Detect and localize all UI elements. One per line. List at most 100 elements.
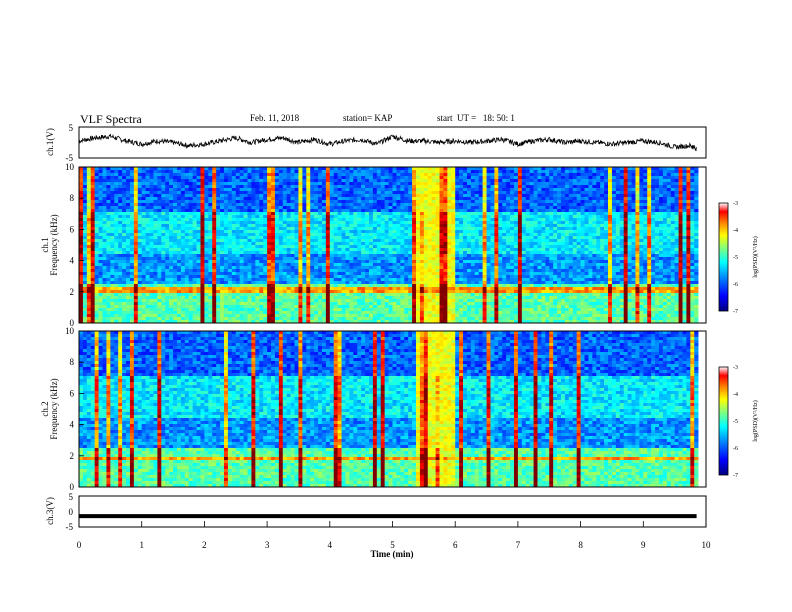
spectrogram-cell [639,179,644,183]
spectrogram-cell [584,191,589,195]
spectrogram-cell [173,257,178,261]
spectrogram-cell [169,257,174,261]
spectrogram-cell [212,239,217,243]
spectrogram-cell [447,236,452,240]
spectrogram-cell [361,221,366,225]
spectrogram-cell [286,167,291,171]
spectrogram-cell [463,221,468,225]
spectrogram-cell [192,227,197,231]
spectrogram-cell [82,200,88,204]
spectrogram-cell [400,209,405,213]
spectrogram-cell [384,203,389,207]
spectrogram-cell [290,200,295,204]
spectrogram-cell [149,206,154,210]
spectrogram-cell [435,242,440,246]
spectrogram-cell [278,251,284,255]
spectrogram-cell [549,179,554,183]
spectrogram-cell [416,227,421,231]
spectrogram-cell [604,233,609,237]
spectrogram-cell [619,179,625,183]
spectrogram-cell [537,176,542,180]
spectrogram-cell [643,215,648,219]
spectrogram-cell [376,194,382,198]
spectrogram-cell [353,173,358,177]
spectrogram-cell [361,191,366,195]
spectrogram-cell [294,224,299,228]
spectrogram-cell [533,170,538,174]
spectrogram-cell [267,218,272,222]
spectrogram-cell [337,173,342,177]
spectrogram-cell [200,239,205,243]
spectrogram-cell [192,209,197,213]
spectrogram-cell [329,209,335,213]
spectrogram-cell [180,206,186,210]
spectrogram-cell [212,188,217,192]
spectrogram-cell [79,248,84,252]
spectrogram-cell [294,176,299,180]
spectrogram-cell [243,188,248,192]
spectrogram-cell [255,215,260,219]
spectrogram-cell [553,179,558,183]
spectrogram-cell [435,215,440,219]
spectrogram-cell [314,194,319,198]
spectrogram-cell [263,197,268,201]
spectrogram-cell [502,176,507,180]
spectrogram-cell [419,203,425,207]
spectrogram-cell [145,200,150,204]
spectrogram-cell [600,248,605,252]
spectrogram-cell [302,173,307,177]
spectrogram-cell [525,170,530,174]
spectrogram-cell [541,170,546,174]
spectrogram-cell [506,239,511,243]
spectrogram-cell [498,185,503,189]
spectrogram-cell [408,236,413,240]
spectrogram-cell [157,239,162,243]
spectrogram-cell [596,224,601,228]
spectrogram-cell [658,248,664,252]
spectrogram-cell [643,230,648,234]
spectrogram-cell [670,251,675,255]
spectrogram-cell [357,254,362,258]
spectrogram-cell [169,245,174,249]
spectrogram-cell [176,239,182,243]
spectrogram-cell [325,224,331,228]
spectrogram-cell [165,257,170,261]
spectrogram-cell [267,203,272,207]
spectrogram-cell [216,194,221,198]
spectrogram-cell [419,230,425,234]
spectrogram-cell [674,245,679,249]
spectrogram-cell [345,209,350,213]
spectrogram-cell [643,176,648,180]
spectrogram-cell [94,239,99,243]
spectrogram-cell [392,182,397,186]
spectrogram-cell [137,251,142,255]
spectrogram-cell [157,245,162,249]
spectrogram-cell [521,215,527,219]
spectrogram-cell [333,239,338,243]
spectrogram-cell [455,230,460,234]
spectrogram-cell [510,173,515,177]
spectrogram-cell [192,194,197,198]
spectrogram-cell [466,230,472,234]
spectrogram-cell [662,257,668,261]
spectrogram-cell [670,236,675,240]
spectrogram-cell [106,188,111,192]
spectrogram-cell [357,200,362,204]
spectrogram-cell [376,209,382,213]
spectrogram-cell [533,188,538,192]
spectrogram-cell [314,233,319,237]
spectrogram-cell [600,218,605,222]
spectrogram-cell [670,191,675,195]
spectrogram-cell [682,209,687,213]
spectrogram-cell [416,260,421,264]
spectrogram-cell [435,206,440,210]
spectrogram-cell [188,200,193,204]
spectrogram-cell [176,194,182,198]
spectrogram-cell [608,167,613,171]
spectrogram-cell [133,260,139,264]
spectrogram-cell [141,206,146,210]
spectrogram-cell [431,239,436,243]
spectrogram-cell [541,200,546,204]
spectrogram-cell [396,236,401,240]
spectrogram-cell [345,227,350,231]
